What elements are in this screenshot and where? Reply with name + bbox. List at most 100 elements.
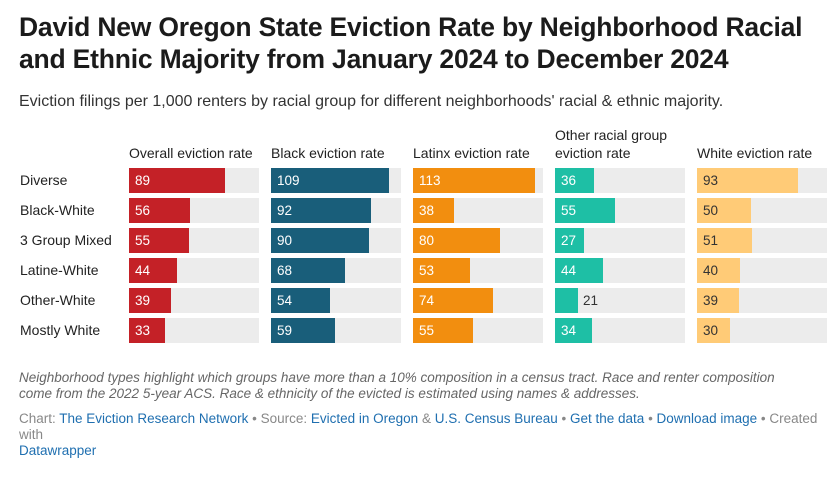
bar-value-label: 109 <box>277 173 300 188</box>
bar-track: 44 <box>555 258 685 283</box>
bar-track: 68 <box>271 258 401 283</box>
bar <box>555 198 615 223</box>
footer-sep-2: • <box>644 411 657 426</box>
bar-track: 93 <box>697 168 827 193</box>
bar-track: 55 <box>555 198 685 223</box>
bar-value-label: 36 <box>561 173 577 188</box>
bar-value-label: 54 <box>277 293 293 308</box>
bar-value-label: 27 <box>561 233 577 248</box>
chart-subtitle: Eviction filings per 1,000 renters by ra… <box>19 93 724 110</box>
bar-chart-grid: Overall eviction rate Black eviction rate… <box>0 122 840 352</box>
bar-track: 55 <box>129 228 259 253</box>
bar-value-label: 113 <box>419 173 441 188</box>
bar-track: 38 <box>413 198 543 223</box>
bar <box>555 318 592 343</box>
bar-value-label: 68 <box>277 263 293 278</box>
column-header: White eviction rate <box>697 126 832 162</box>
bar-value-label: 74 <box>419 293 435 308</box>
bar-track: 74 <box>413 288 543 313</box>
bar <box>555 168 594 193</box>
bar-value-label: 40 <box>703 263 719 278</box>
bar-value-label: 39 <box>135 293 151 308</box>
bar <box>413 198 454 223</box>
bar <box>555 258 603 283</box>
row-label: Latine-White <box>20 262 99 278</box>
bar-track: 33 <box>129 318 259 343</box>
bar <box>413 228 500 253</box>
column-header: Other racial group eviction rate <box>555 126 690 162</box>
chart-notes: Neighborhood types highlight which group… <box>19 370 840 402</box>
bar-value-label: 44 <box>561 263 577 278</box>
bar-value-label: 55 <box>561 203 577 218</box>
bar-value-label: 33 <box>135 323 151 338</box>
bar-track: 30 <box>697 318 827 343</box>
bar <box>129 168 225 193</box>
bar-track: 56 <box>129 198 259 223</box>
bar-value-label: 90 <box>277 233 293 248</box>
bar <box>413 258 470 283</box>
footer-source-link-2[interactable]: U.S. Census Bureau <box>434 411 558 426</box>
column-header: Latinx eviction rate <box>413 126 548 162</box>
bar-track: 54 <box>271 288 401 313</box>
bar-track: 89 <box>129 168 259 193</box>
column-header-label: Overall eviction rate <box>129 145 253 161</box>
bar <box>697 318 730 343</box>
bar-track: 53 <box>413 258 543 283</box>
bar-value-label: 53 <box>419 263 435 278</box>
notes-line-2: come from the 2022 5-year ACS. Race & et… <box>19 386 640 401</box>
bar-value-label: 89 <box>135 173 151 188</box>
row-label: 3 Group Mixed <box>20 232 112 248</box>
bar <box>129 228 189 253</box>
bar <box>697 198 751 223</box>
bar-track: 109 <box>271 168 401 193</box>
bar <box>555 228 584 253</box>
bar <box>129 318 165 343</box>
bar-value-label: 38 <box>419 203 435 218</box>
column-header-label: Latinx eviction rate <box>413 145 530 161</box>
footer-amp: & <box>418 411 435 426</box>
column-header-label: White eviction rate <box>697 145 813 161</box>
row-label: Diverse <box>20 172 68 188</box>
bar-value-label: 51 <box>703 233 719 248</box>
bar-track: 92 <box>271 198 401 223</box>
row-label: Black-White <box>20 202 95 218</box>
bar <box>697 288 739 313</box>
bar <box>271 198 371 223</box>
bar-track: 50 <box>697 198 827 223</box>
bar-value-label: 50 <box>703 203 719 218</box>
bar-track: 90 <box>271 228 401 253</box>
row-label: Mostly White <box>20 322 101 338</box>
bar-value-label: 93 <box>703 173 719 188</box>
row-label: Other-White <box>20 292 96 308</box>
get-the-data-link[interactable]: Get the data <box>570 411 645 426</box>
footer-source-link-1[interactable]: Evicted in Oregon <box>310 411 419 426</box>
column-header-label: Black eviction rate <box>271 145 385 161</box>
bar <box>697 258 740 283</box>
bar <box>697 168 798 193</box>
chart-title: David New Oregon State Eviction Rate by … <box>19 12 803 74</box>
bar-track: 21 <box>555 288 685 313</box>
bar <box>413 168 535 193</box>
bar <box>271 228 369 253</box>
bar <box>413 288 493 313</box>
bar-value-label: 92 <box>277 203 293 218</box>
footer-org-link[interactable]: The Eviction Research Network <box>59 411 249 426</box>
bar <box>271 168 389 193</box>
bar-track: 39 <box>697 288 827 313</box>
bar-track: 39 <box>129 288 259 313</box>
column-header: Overall eviction rate <box>129 126 264 162</box>
footer-chart-prefix: Chart: <box>19 411 60 426</box>
download-image-link[interactable]: Download image <box>656 411 758 426</box>
notes-line-1: Neighborhood types highlight which group… <box>19 370 775 385</box>
bar-value-label: 39 <box>703 293 719 308</box>
footer-sep-1: • <box>557 411 570 426</box>
bar-track: 36 <box>555 168 685 193</box>
datawrapper-link[interactable]: Datawrapper <box>19 443 97 458</box>
bar-value-label: 21 <box>583 293 599 308</box>
column-header: Black eviction rate <box>271 126 406 162</box>
bar-value-label: 80 <box>419 233 435 248</box>
bar-track: 51 <box>697 228 827 253</box>
bar-value-label: 55 <box>419 323 435 338</box>
chart-footer: Chart: The Eviction Research Network • S… <box>19 411 839 459</box>
bar-track: 59 <box>271 318 401 343</box>
